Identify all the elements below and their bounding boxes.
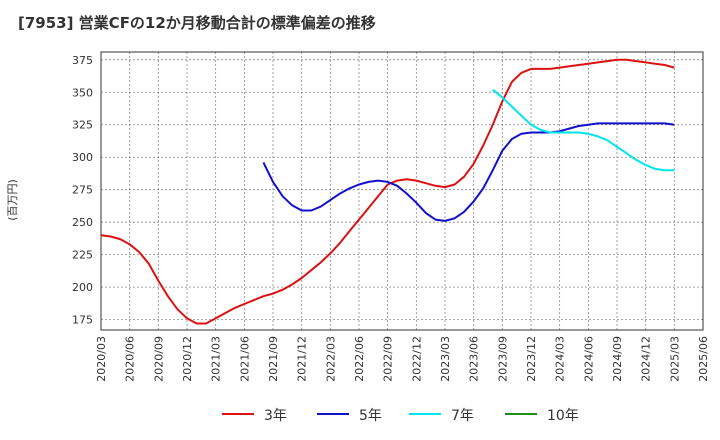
x-tick-label: 2021/03 [210,336,223,382]
series-line-0 [100,58,675,325]
x-tick-label: 2024/06 [582,336,595,382]
x-tick-label: 2022/09 [382,336,395,382]
x-tick-label: 2024/03 [554,336,567,382]
x-tick-label: 2025/03 [668,336,681,382]
x-tick-label: 2024/09 [611,336,624,382]
y-tick-label: 375 [72,54,93,67]
x-tick-label: 2024/12 [640,336,653,382]
x-tick-label: 2021/06 [238,336,251,382]
x-tick-label: 2022/06 [353,336,366,382]
plot-frame [100,51,704,331]
x-tick-label: 2021/09 [267,336,280,382]
legend: 3年 5年 7年 10年 [222,408,579,424]
x-tick-label: 2023/12 [525,336,538,382]
series-line-1 [262,122,675,222]
y-tick-label: 175 [72,314,93,327]
x-tick-label: 2023/06 [468,336,481,382]
grid-layer [100,52,704,330]
x-tick-label: 2023/03 [439,336,452,382]
y-tick-label: 275 [72,184,93,197]
y-tick-label: 225 [72,249,93,262]
legend-label-2: 7年 [451,408,474,424]
chart-title: [7953] 営業CFの12か月移動合計の標準偏差の推移 [18,14,376,32]
y-tick-label: 200 [72,281,93,294]
y-tick-label: 300 [72,151,93,164]
legend-label-1: 5年 [359,408,382,424]
x-tick-label: 2020/06 [124,336,137,382]
y-axis-label: (百万円) [6,179,19,221]
x-tick-label: 2022/03 [324,336,337,382]
x-tick-label: 2022/12 [410,336,423,382]
axis-layer: 175 200 225 250 275 300 325 350 375 2020/03 2020/0… [72,54,710,382]
y-tick-label: 350 [72,86,93,99]
x-tick-label: 2021/12 [296,336,309,382]
x-tick-label: 2023/09 [496,336,509,382]
x-tick-label: 2020/09 [152,336,165,382]
x-tick-label: 2020/03 [95,336,108,382]
legend-label-0: 3年 [264,408,287,424]
legend-label-3: 10年 [547,408,579,424]
series-layer [100,58,675,325]
series-line-2 [492,88,675,172]
y-tick-label: 325 [72,119,93,132]
x-tick-label: 2020/12 [181,336,194,382]
x-tick-label: 2025/06 [697,336,710,382]
y-tick-label: 250 [72,216,93,229]
